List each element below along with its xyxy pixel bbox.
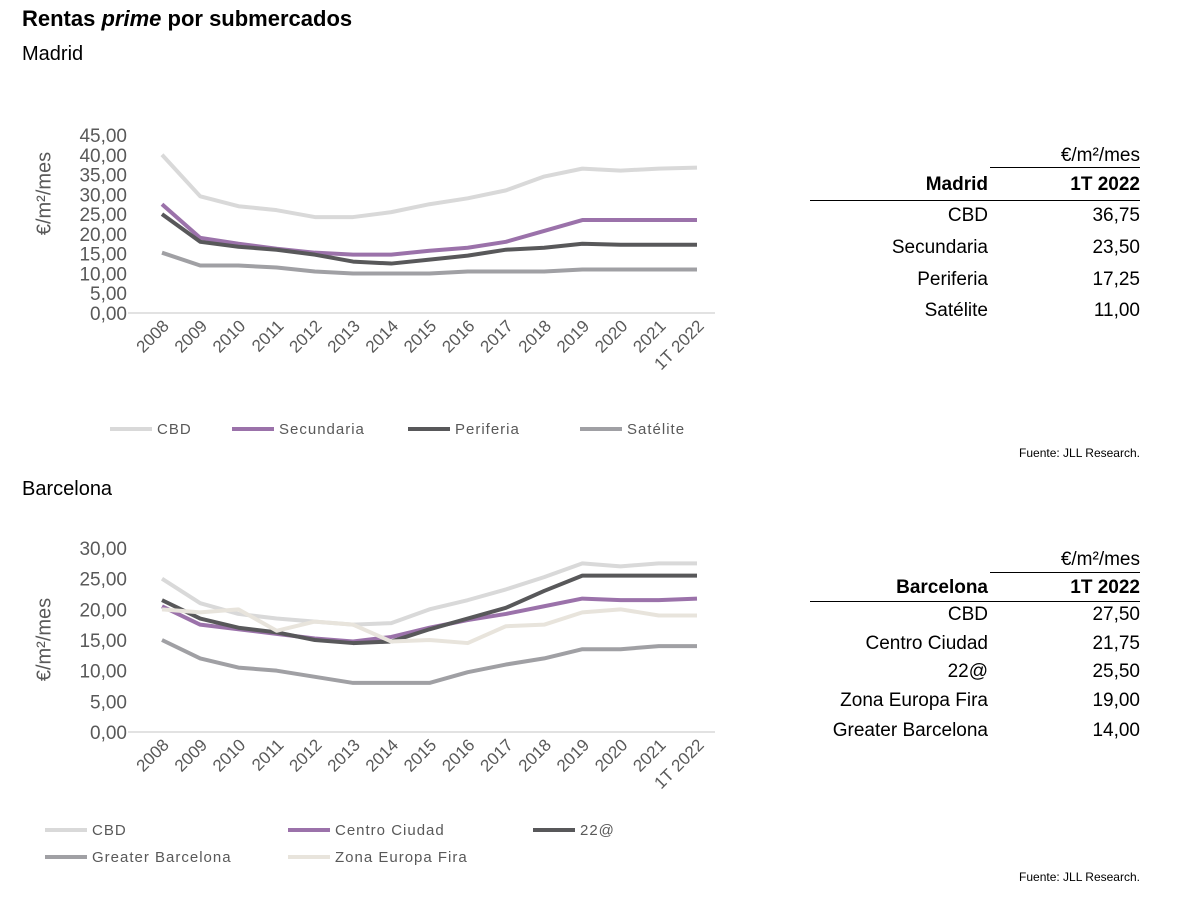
x-tick-label: 2008	[133, 735, 173, 775]
legend-label: 22@	[580, 822, 615, 839]
source-note: Fuente: JLL Research.	[1019, 446, 1140, 460]
y-tick-label: 0,00	[90, 304, 127, 325]
y-tick-label: 45,00	[79, 126, 127, 147]
divider	[810, 200, 1140, 201]
y-tick-label: 20,00	[79, 600, 127, 621]
x-tick-label: 2015	[400, 735, 440, 775]
title-text: Rentas	[22, 6, 102, 31]
x-tick-label: 2013	[324, 735, 364, 775]
table-unit-header: €/m²/mes	[1060, 549, 1140, 570]
x-tick-label: 2019	[553, 735, 593, 775]
y-tick-label: 25,00	[79, 570, 127, 591]
source-note: Fuente: JLL Research.	[1019, 870, 1140, 884]
x-tick-label: 2020	[591, 735, 631, 775]
x-tick-label: 2016	[438, 735, 478, 775]
y-tick-label: 5,00	[90, 284, 127, 305]
y-tick-label: 35,00	[79, 166, 127, 187]
series-line-cbd	[160, 153, 698, 220]
madrid-subtitle: Madrid	[22, 43, 84, 65]
legend-label: Zona Europa Fira	[335, 849, 468, 866]
x-tick-label: 2009	[171, 735, 211, 775]
table-row-label: CBD	[947, 205, 988, 226]
series-line-cbd	[160, 561, 697, 627]
series-line-secundaria	[160, 202, 697, 257]
divider	[990, 572, 1140, 573]
y-tick-label: 40,00	[79, 146, 127, 167]
table-row-label: Secundaria	[891, 237, 988, 258]
legend-label: CBD	[157, 421, 192, 438]
y-tick-label: 20,00	[79, 225, 127, 246]
table-row-value: 14,00	[1092, 720, 1140, 741]
series-line-zona-europa-fira	[161, 607, 697, 646]
table-row-label: 22@	[947, 661, 988, 682]
y-tick-label: 30,00	[79, 185, 127, 206]
table-row-label: Satélite	[924, 300, 988, 321]
y-tick-label: 10,00	[79, 264, 127, 285]
table-row-value: 25,50	[1092, 661, 1140, 682]
x-tick-label: 2018	[515, 735, 555, 775]
x-tick-label: 2010	[209, 735, 249, 775]
page-title: Rentas prime por submercados	[22, 6, 352, 32]
table-row-value: 19,00	[1092, 690, 1140, 711]
legend-label: Satélite	[627, 421, 685, 438]
y-tick-label: 0,00	[90, 723, 127, 744]
y-tick-label: 25,00	[79, 205, 127, 226]
table-region-header: Madrid	[925, 174, 988, 195]
table-row-label: Centro Ciudad	[865, 633, 988, 654]
y-tick-label: 10,00	[79, 662, 127, 683]
legend-label: Greater Barcelona	[92, 849, 232, 866]
table-period-header: 1T 2022	[1070, 577, 1140, 598]
y-tick-label: 15,00	[79, 631, 127, 652]
y-tick-label: 5,00	[90, 692, 127, 713]
table-row-value: 17,25	[1092, 269, 1140, 290]
table-row-label: Greater Barcelona	[832, 720, 988, 741]
y-tick-label: 30,00	[79, 539, 127, 560]
series-line-greater-barcelona	[161, 638, 697, 685]
table-row-label: CBD	[947, 604, 988, 625]
legend-label: Centro Ciudad	[335, 822, 445, 839]
x-tick-label: 2017	[477, 735, 517, 775]
table-row-value: 23,50	[1092, 237, 1140, 258]
x-tick-label: 2014	[362, 735, 402, 775]
series-line-22-	[161, 573, 697, 646]
x-tick-label: 2012	[286, 735, 326, 775]
legend-label: CBD	[92, 822, 127, 839]
legend-label: Periferia	[455, 421, 520, 438]
series-line-sat-lite	[161, 250, 697, 276]
table-row-value: 36,75	[1092, 205, 1140, 226]
series-line-periferia	[160, 212, 697, 266]
title-text-end: por submercados	[161, 6, 353, 31]
x-tick-label: 2011	[248, 735, 287, 774]
title-emphasis: prime	[101, 6, 162, 31]
table-unit-header: €/m²/mes	[1060, 145, 1140, 166]
table-row-label: Periferia	[917, 269, 988, 290]
table-row-value: 27,50	[1092, 604, 1140, 625]
table-row-value: 21,75	[1092, 633, 1140, 654]
table-region-header: Barcelona	[896, 577, 988, 598]
divider	[810, 601, 1140, 602]
legend-label: Secundaria	[279, 421, 365, 438]
series-line-centro-ciudad	[161, 596, 698, 644]
divider	[990, 167, 1140, 168]
y-tick-label: 15,00	[79, 245, 127, 266]
table-row-value: 11,00	[1093, 300, 1140, 321]
barcelona-subtitle: Barcelona	[22, 478, 113, 500]
table-period-header: 1T 2022	[1070, 174, 1140, 195]
table-row-label: Zona Europa Fira	[840, 690, 988, 711]
